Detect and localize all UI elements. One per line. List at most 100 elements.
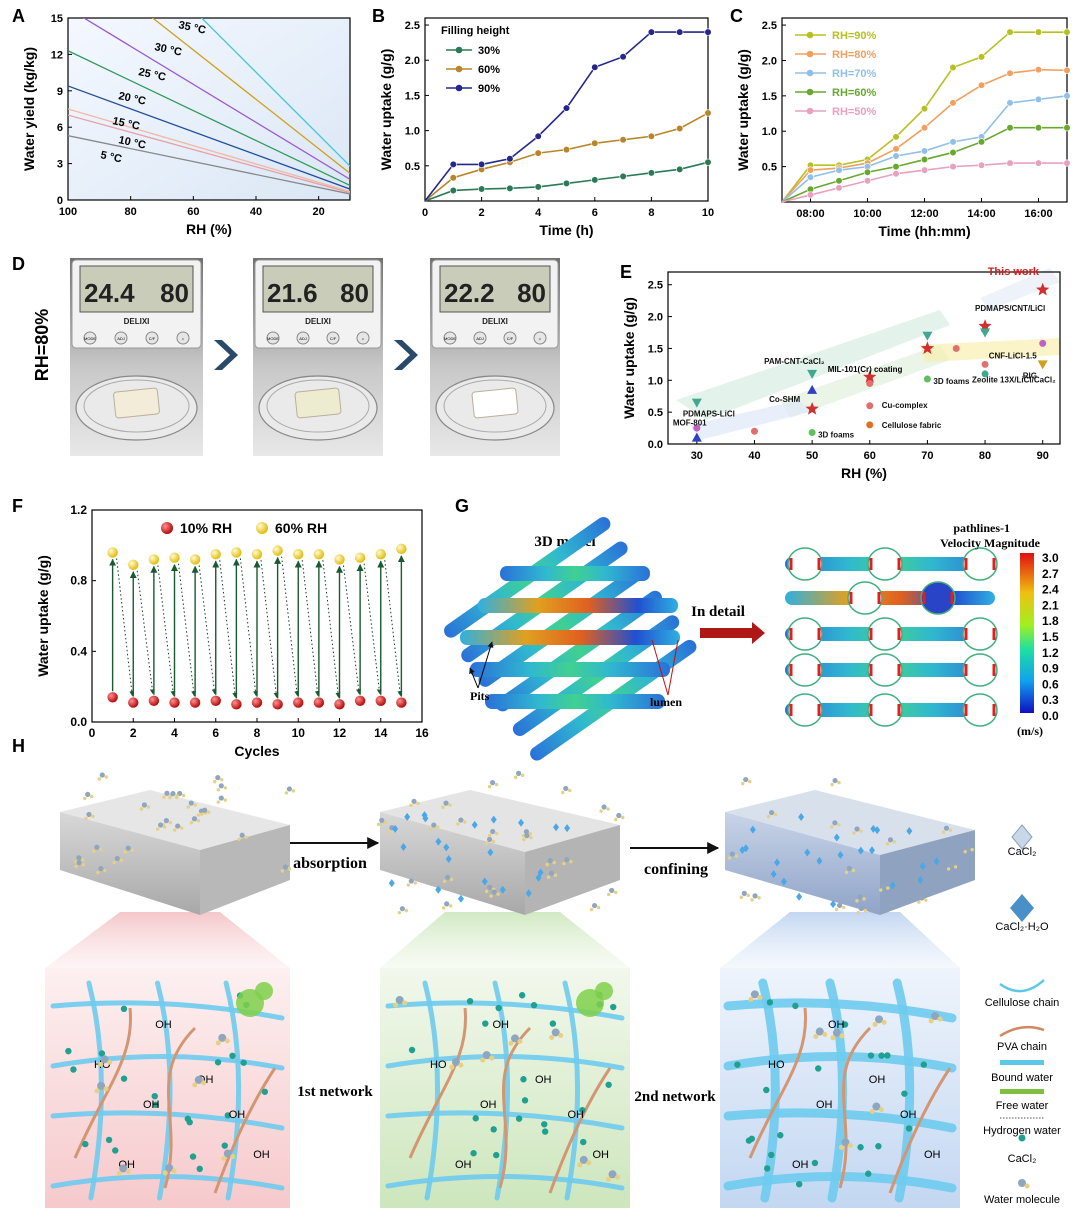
hydrogen-atom <box>740 896 743 899</box>
hydrogen-atom <box>162 796 165 799</box>
x-axis-label: RH (%) <box>841 465 887 481</box>
water-molecule-icon <box>514 771 524 779</box>
data-point <box>1007 100 1014 107</box>
hydrogen-atom <box>393 1002 398 1007</box>
cacl2-ion <box>409 1047 415 1053</box>
hydrogen-atom <box>614 818 617 821</box>
y-tick-label: 12 <box>51 49 63 61</box>
pit-chamber <box>868 618 902 650</box>
oxygen-atom <box>100 772 105 777</box>
cacl2-ion <box>490 1126 496 1132</box>
oxygen-atom <box>142 802 147 807</box>
button-label: ☼ <box>181 336 185 341</box>
legend-marker <box>807 89 814 96</box>
button-label: MODE <box>84 336 96 341</box>
oxygen-atom <box>175 823 180 828</box>
hydrogen-atom <box>237 838 240 841</box>
hydrogen-atom <box>822 1032 827 1037</box>
cacl2-ion <box>605 1082 611 1088</box>
water-molecule-icon <box>607 888 617 896</box>
x-tick-label: 14:00 <box>967 208 995 220</box>
hydrogen-atom <box>113 861 116 864</box>
fall-arrow <box>179 564 195 696</box>
y-tick-label: 1.2 <box>70 503 87 517</box>
hydrogen-atom <box>492 840 495 843</box>
button-label: ADJ <box>117 336 125 341</box>
legend-label: RH=50% <box>832 106 877 118</box>
data-point <box>836 185 843 192</box>
x-tick-label: 0 <box>422 207 428 219</box>
data-point <box>864 177 871 184</box>
colorbar-tick: 3.0 <box>1042 551 1059 565</box>
cacl2-ion <box>884 1052 890 1058</box>
hydrogen-atom <box>384 821 387 824</box>
hydrogen-atom <box>728 856 731 859</box>
hydrogen-atom <box>554 874 557 877</box>
y-tick-label: 1.0 <box>648 375 663 387</box>
chevron-right-icon <box>394 340 418 370</box>
legend-label: CaCl₂·H₂O <box>995 921 1049 933</box>
cacl2-ion <box>229 1053 235 1059</box>
data-point <box>272 545 282 555</box>
x-tick-label: 0 <box>89 726 96 740</box>
point-label: This work <box>988 266 1040 278</box>
cacl2-ion <box>857 1144 863 1150</box>
hydroxyl-label: OH <box>493 1019 510 1031</box>
cacl2-ion <box>768 1152 774 1158</box>
colorbar-tick: 1.5 <box>1042 630 1059 644</box>
cacl2-ion <box>470 1150 476 1156</box>
legend-label: 90% <box>478 83 500 95</box>
x-tick-label: 4 <box>171 726 178 740</box>
scatter-point <box>809 429 816 436</box>
x-tick-label: 8 <box>254 726 261 740</box>
cacl2-crystal-icon <box>458 895 464 903</box>
panel-e: 30 40 50 60 70 80 900.00.51.01.52.02.5RH (%)Wa… <box>621 266 1060 481</box>
data-point <box>1064 29 1071 36</box>
legend-label: RH=80% <box>832 49 877 61</box>
scatter-point <box>1039 340 1046 347</box>
cacl2-ion <box>542 1128 548 1134</box>
hydrogen-atom <box>735 854 738 857</box>
water-molecule-icon <box>830 778 840 786</box>
colorbar-tick: 0.3 <box>1042 693 1059 707</box>
x-tick-label: 10:00 <box>853 208 881 220</box>
hydrogen-atom <box>517 1039 522 1044</box>
x-tick-label: 4 <box>535 207 542 219</box>
y-tick-label: 0.5 <box>405 161 420 173</box>
y-tick-label: 1.5 <box>405 90 420 102</box>
legend-label: PVA chain <box>997 1041 1047 1053</box>
oxygen-atom <box>601 804 606 809</box>
oxygen-atom <box>888 837 893 842</box>
brand-label: DELIXI <box>305 317 331 326</box>
hydrogen-atom <box>886 886 889 889</box>
cacl2-ion <box>610 1004 616 1010</box>
oxygen-atom <box>549 871 554 876</box>
pit-chamber <box>963 548 997 580</box>
x-tick-label: 6 <box>592 207 598 219</box>
hydrogen-atom <box>893 840 896 843</box>
pit-chamber <box>963 694 997 726</box>
cacl2-ion <box>541 1121 547 1127</box>
data-point <box>231 699 241 709</box>
hydrogen-atom <box>217 800 220 803</box>
hydrogen-atom <box>220 778 223 781</box>
data-point <box>535 133 542 140</box>
hydrogen-atom <box>463 820 466 823</box>
data-point <box>836 177 843 184</box>
lattice-tube <box>500 566 650 581</box>
hydroxyl-label: HO <box>768 1059 785 1071</box>
data-point <box>252 697 262 707</box>
panel-b: 0 2 4 6 8 100.51.01.52.02.5Time (h)Water upta… <box>378 18 714 238</box>
flow-tube <box>785 694 997 726</box>
scatter-point <box>922 332 932 341</box>
oxygen-atom <box>592 903 597 908</box>
hydrogen-atom <box>757 995 762 1000</box>
hydrogen-atom <box>862 897 865 900</box>
oxygen-atom <box>77 860 82 865</box>
hydrogen-atom <box>529 836 532 839</box>
hydrogen-atom <box>562 862 565 865</box>
hydrogen-atom <box>81 858 84 861</box>
legend-label: RH=70% <box>832 68 877 80</box>
data-point <box>807 167 814 174</box>
hydrogen-atom <box>857 911 860 914</box>
